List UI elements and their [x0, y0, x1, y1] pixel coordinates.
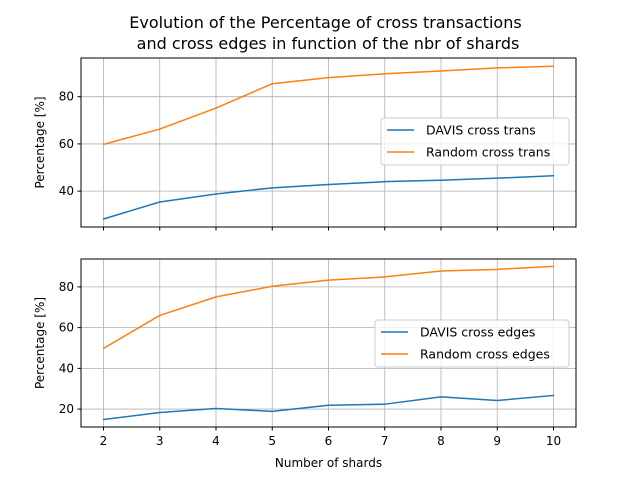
top-legend: DAVIS cross trans Random cross trans	[380, 117, 570, 166]
top-legend-entry: Random cross trans	[426, 145, 550, 160]
bottom-y-tick-label: 40	[59, 361, 74, 375]
bottom-series-line-random	[102, 265, 555, 350]
bottom-x-tick-label: 8	[437, 434, 445, 448]
bottom-x-tick-label: 2	[100, 434, 108, 448]
bottom-legend: DAVIS cross edges Random cross edges	[374, 319, 570, 368]
chart-title-line-1: Evolution of the Percentage of cross tra…	[129, 13, 521, 32]
bottom-legend-box	[374, 319, 570, 368]
top-legend-box	[380, 117, 570, 166]
bottom-x-tick-label: 9	[493, 434, 501, 448]
bottom-x-tick-label: 7	[381, 434, 389, 448]
top-y-axis-label: Percentage [%]	[33, 96, 47, 188]
bottom-legend-entry: DAVIS cross edges	[420, 325, 535, 340]
top-series-line-random	[102, 65, 555, 146]
bottom-x-tick-label: 5	[268, 434, 276, 448]
bottom-series-line-davis	[102, 394, 555, 421]
bottom-x-tick-label: 6	[325, 434, 333, 448]
x-axis-label: Number of shards	[275, 456, 382, 470]
chart-title-line-2: and cross edges in function of the nbr o…	[137, 34, 520, 53]
top-series-line-davis	[102, 175, 555, 220]
bottom-legend-entry: Random cross edges	[420, 347, 550, 362]
bottom-y-tick-label: 60	[59, 321, 74, 335]
bottom-y-axis-label: Percentage [%]	[33, 297, 47, 389]
top-y-tick-label: 60	[59, 137, 74, 151]
bottom-y-tick-label: 20	[59, 402, 74, 416]
top-legend-entry: DAVIS cross trans	[426, 123, 536, 138]
bottom-x-tick-label: 10	[546, 434, 561, 448]
bottom-x-tick-label: 3	[156, 434, 164, 448]
bottom-x-tick-label: 4	[212, 434, 220, 448]
top-subplot: 40 60 80 Percentage [%] DAVIS cross trans Ran…	[33, 57, 577, 231]
top-y-tick-label: 40	[59, 184, 74, 198]
bottom-y-tick-label: 80	[59, 280, 74, 294]
bottom-subplot: 2 3 4 5 6 7 8 9 10 20 40 60 80 Percentage [%] Number o…	[33, 258, 577, 470]
top-y-tick-label: 80	[59, 90, 74, 104]
chart-title: Evolution of the Percentage of cross tra…	[129, 13, 527, 53]
